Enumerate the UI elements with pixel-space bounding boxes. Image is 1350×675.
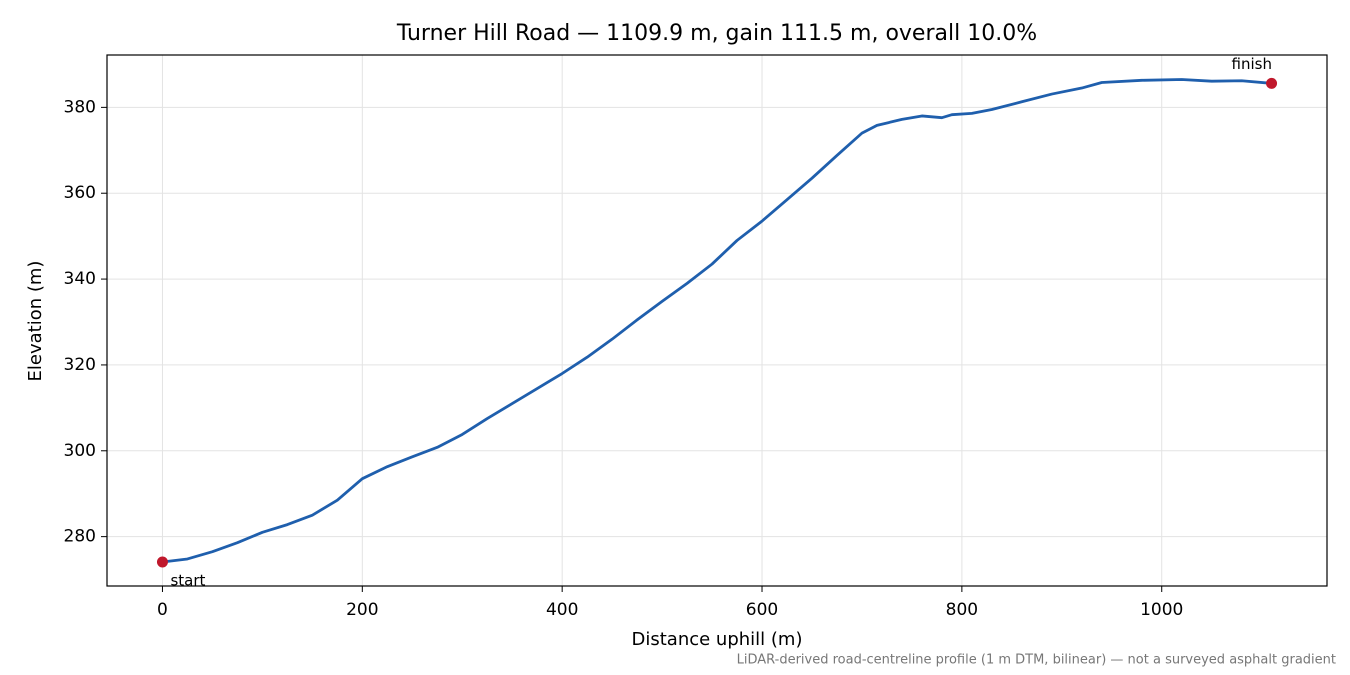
- footnote: LiDAR-derived road-centreline profile (1…: [737, 653, 1336, 668]
- x-tick-label: 800: [946, 600, 978, 620]
- endpoint-label: finish: [1232, 55, 1272, 73]
- x-tick-label: 600: [746, 600, 778, 620]
- endpoint-marker: [1266, 77, 1278, 89]
- y-tick-label: 280: [64, 527, 96, 547]
- y-tick-label: 360: [64, 183, 96, 203]
- elevation-line: [162, 78, 1272, 564]
- x-tick-label: 400: [546, 600, 578, 620]
- y-tick-label: 300: [64, 441, 96, 461]
- x-tick-label: 1000: [1140, 600, 1183, 620]
- x-tick-label: 0: [157, 600, 168, 620]
- y-axis-label: Elevation (m): [25, 261, 46, 382]
- x-axis-label: Distance uphill (m): [632, 629, 803, 650]
- plot-frame: [106, 54, 1328, 587]
- x-tick-label: 200: [346, 600, 378, 620]
- y-tick-label: 380: [64, 97, 96, 117]
- chart-title: Turner Hill Road — 1109.9 m, gain 111.5 …: [396, 21, 1037, 46]
- y-tick-label: 320: [64, 355, 96, 375]
- endpoint-marker: [156, 556, 168, 568]
- endpoint-label: start: [170, 571, 205, 589]
- y-tick-label: 340: [64, 269, 96, 289]
